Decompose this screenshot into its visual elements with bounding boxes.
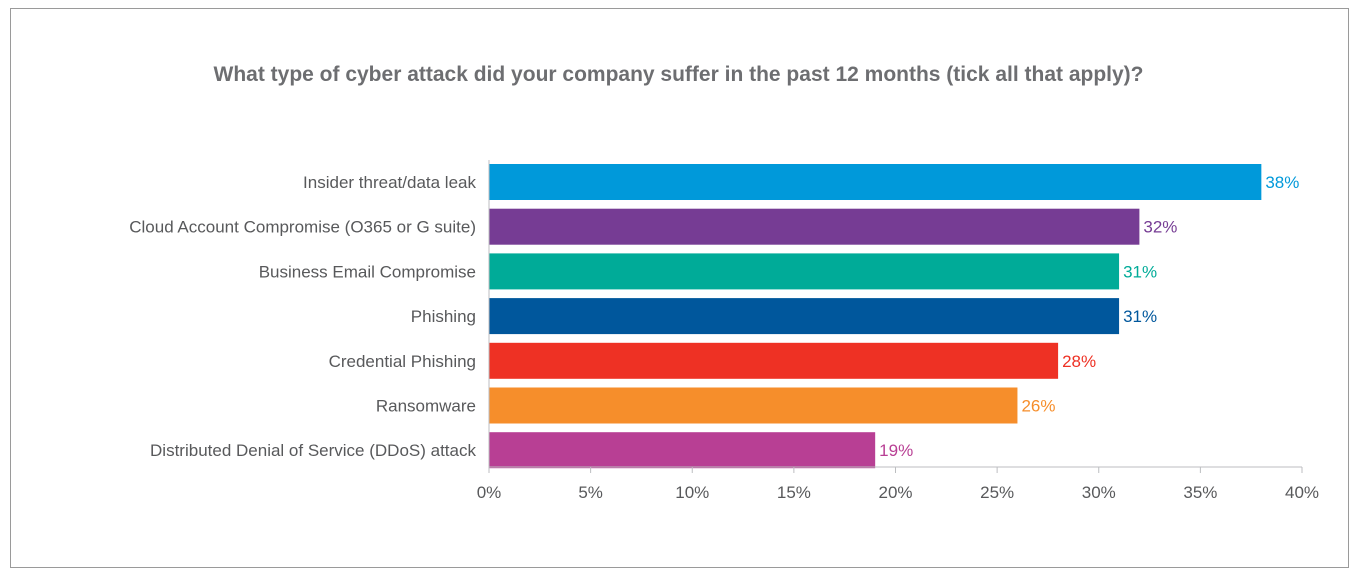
value-label-credential-phishing: 28% [1062,352,1096,371]
bar-ransomware [489,387,1018,424]
value-label-distributed-denial-of-service-ddos-attack: 19% [879,441,913,460]
category-label-credential-phishing: Credential Phishing [329,352,476,371]
category-labels-group: Insider threat/data leak Cloud Account Co… [129,173,476,460]
x-tick-label: 40% [1285,483,1319,502]
x-tick-label: 25% [980,483,1014,502]
value-label-ransomware: 26% [1021,397,1055,416]
x-tick-label: 35% [1183,483,1217,502]
category-label-insider-threat-data-leak: Insider threat/data leak [303,173,476,192]
chart-title: What type of cyber attack did your compa… [213,63,1144,86]
bar-business-email-compromise [489,253,1120,290]
bar-phishing [489,298,1120,335]
bar-insider-threat-data-leak [489,164,1262,200]
x-tick-label: 30% [1082,483,1116,502]
value-labels-group: 38% 32% 31% 31% 28% 26% 19% [879,173,1299,460]
x-axis: 0% 5% 10% 15% 20% 25% 30% 35% 40% [477,160,1319,502]
value-label-phishing: 31% [1123,307,1157,326]
category-label-cloud-account-compromise-o365-or-g-suite: Cloud Account Compromise (O365 or G suit… [129,218,476,237]
value-label-business-email-compromise: 31% [1123,262,1157,281]
category-label-ransomware: Ransomware [376,397,476,416]
x-tick-label: 0% [477,483,502,502]
bar-cloud-account-compromise-o365-or-g-suite [489,208,1140,245]
bars-group [489,164,1262,469]
value-label-insider-threat-data-leak: 38% [1265,173,1299,192]
x-tick-label: 20% [878,483,912,502]
bar-distributed-denial-of-service-ddos-attack [489,432,876,469]
x-tick-label: 10% [675,483,709,502]
bar-credential-phishing [489,342,1059,379]
category-label-distributed-denial-of-service-ddos-attack: Distributed Denial of Service (DDoS) att… [150,441,476,460]
value-label-cloud-account-compromise-o365-or-g-suite: 32% [1143,218,1177,237]
category-label-phishing: Phishing [411,307,476,326]
x-tick-label: 5% [578,483,603,502]
category-label-business-email-compromise: Business Email Compromise [259,262,476,281]
x-tick-label: 15% [777,483,811,502]
